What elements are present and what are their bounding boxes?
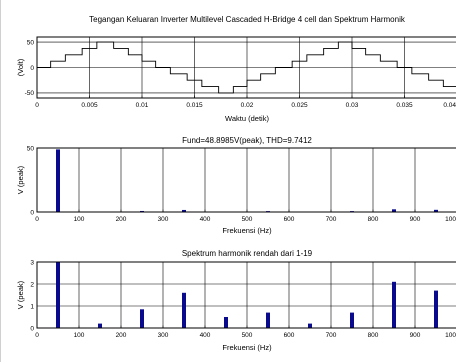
spectrum-bar bbox=[56, 149, 60, 212]
x-tick-label: 100 bbox=[74, 332, 85, 339]
x-tick-label: 300 bbox=[158, 216, 169, 223]
x-tick-label: 500 bbox=[242, 332, 253, 339]
x-tick-label: 100 bbox=[74, 216, 85, 223]
chart-title: Tegangan Keluaran Inverter Multilevel Ca… bbox=[89, 15, 406, 24]
y-tick-label: -50 bbox=[25, 90, 35, 97]
x-tick-label: 0 bbox=[35, 102, 39, 109]
x-tick-label: 400 bbox=[200, 332, 211, 339]
plot-area bbox=[37, 262, 456, 328]
x-axis-label: Waktu (detik) bbox=[225, 114, 269, 123]
x-tick-label: 500 bbox=[242, 216, 253, 223]
x-tick-label: 0.015 bbox=[186, 102, 203, 109]
x-tick-label: 0.025 bbox=[291, 102, 308, 109]
spectrum-bar bbox=[182, 292, 186, 328]
spectrum-bar bbox=[98, 323, 102, 328]
x-tick-label: 200 bbox=[116, 332, 127, 339]
spectrum-bar bbox=[308, 323, 312, 328]
y-tick-label: 50 bbox=[27, 145, 35, 152]
x-tick-label: 900 bbox=[410, 216, 421, 223]
spectrum-bar bbox=[182, 209, 186, 212]
x-tick-label: 0 bbox=[35, 332, 39, 339]
y-tick-label: 2 bbox=[30, 281, 34, 288]
spectrum-bar bbox=[140, 210, 144, 212]
x-tick-label: 700 bbox=[326, 216, 337, 223]
y-tick-label: 0 bbox=[30, 65, 34, 72]
chart-title: Spektrum harmonik rendah dari 1-19 bbox=[182, 249, 313, 258]
y-tick-label: 50 bbox=[27, 39, 35, 46]
x-tick-label: 800 bbox=[368, 216, 379, 223]
spectrum-bar bbox=[392, 209, 396, 212]
x-tick-label: 200 bbox=[116, 216, 127, 223]
x-axis-label: Frekuensi (Hz) bbox=[222, 226, 272, 235]
waveform-series-line bbox=[37, 41, 456, 94]
y-tick-label: 3 bbox=[30, 259, 34, 266]
y-axis-label: V (peak) bbox=[16, 280, 25, 309]
x-tick-label: 100 bbox=[445, 332, 456, 339]
y-axis-label: (Volt) bbox=[16, 58, 25, 76]
spectrum-bar bbox=[392, 281, 396, 328]
plot-area bbox=[37, 148, 456, 212]
x-tick-label: 0.005 bbox=[81, 102, 98, 109]
x-tick-label: 400 bbox=[200, 216, 211, 223]
spectrum-bar bbox=[434, 209, 438, 212]
x-tick-label: 300 bbox=[158, 332, 169, 339]
x-tick-label: 0.02 bbox=[241, 102, 254, 109]
y-tick-label: 0 bbox=[30, 325, 34, 332]
x-tick-label: 600 bbox=[284, 332, 295, 339]
x-tick-label: 0.035 bbox=[396, 102, 413, 109]
spectrum-bar bbox=[434, 290, 438, 328]
x-tick-label: 900 bbox=[410, 332, 421, 339]
x-tick-label: 100 bbox=[445, 216, 456, 223]
y-tick-label: 1 bbox=[30, 303, 34, 310]
x-axis-label: Frekuensi (Hz) bbox=[222, 343, 272, 352]
x-tick-label: 0.03 bbox=[346, 102, 359, 109]
y-tick-label: 0 bbox=[30, 209, 34, 216]
spectrum-bar bbox=[224, 317, 228, 328]
x-tick-label: 0.01 bbox=[136, 102, 149, 109]
x-tick-label: 0 bbox=[35, 216, 39, 223]
x-tick-label: 0.04 bbox=[443, 102, 456, 109]
x-tick-label: 700 bbox=[326, 332, 337, 339]
spectrum-bar bbox=[266, 312, 270, 328]
spectrum-bar bbox=[140, 309, 144, 328]
spectrum-bar bbox=[350, 312, 354, 328]
x-tick-label: 800 bbox=[368, 332, 379, 339]
y-axis-label: V (peak) bbox=[16, 165, 25, 194]
x-tick-label: 600 bbox=[284, 216, 295, 223]
chart-title: Fund=48.8985V(peak), THD=9.7412 bbox=[182, 136, 312, 145]
spectrum-bar bbox=[56, 262, 60, 328]
